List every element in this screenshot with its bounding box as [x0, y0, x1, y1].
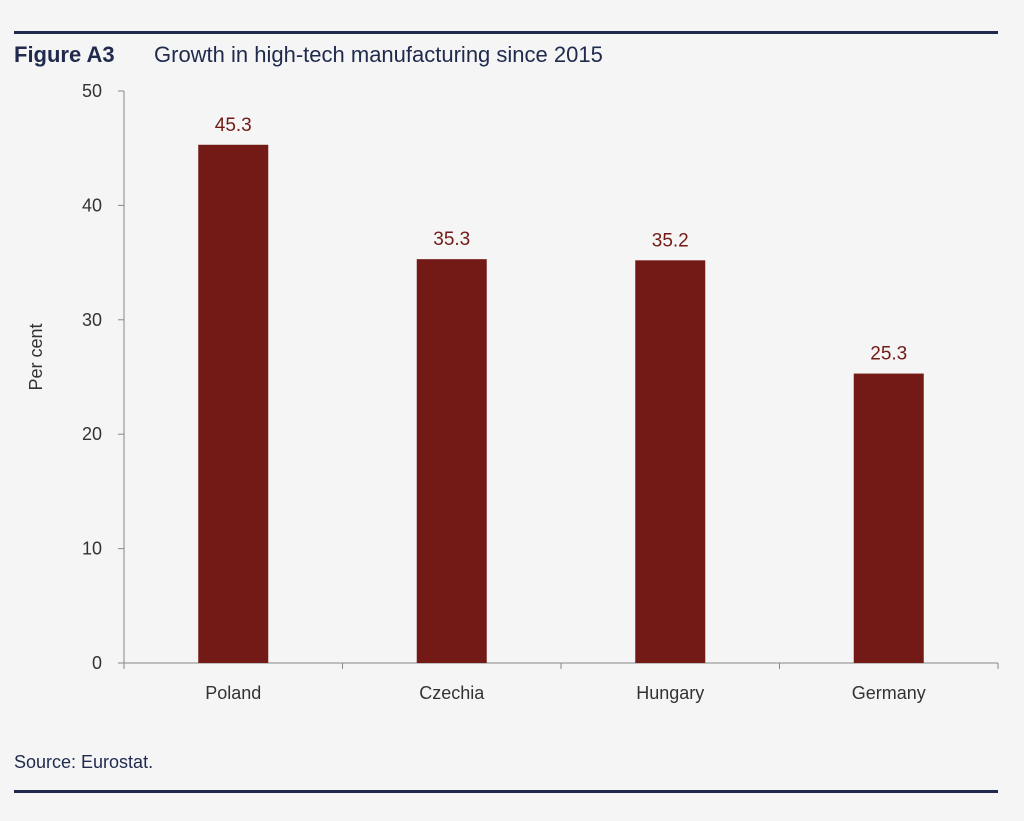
data-labels: 45.3 35.3 35.2 25.3	[215, 115, 907, 365]
figure-header: Figure A3 Growth in high-tech manufacturi…	[14, 42, 603, 68]
y-tick-label: 50	[82, 81, 102, 101]
x-tick-label-poland: Poland	[205, 683, 261, 703]
x-axis: Poland Czechia Hungary Germany	[123, 662, 999, 703]
data-label-hungary: 35.2	[652, 230, 689, 251]
data-label-poland: 45.3	[215, 115, 252, 136]
source-note: Source: Eurostat.	[14, 752, 154, 772]
data-label-germany: 25.3	[870, 344, 907, 365]
y-tick-label: 30	[82, 310, 102, 330]
y-axis-title: Per cent	[26, 323, 46, 390]
bars	[198, 144, 924, 663]
y-tick-label: 10	[82, 539, 102, 559]
x-tick-label-germany: Germany	[852, 683, 926, 703]
x-tick-label-hungary: Hungary	[636, 683, 704, 703]
bar-germany	[853, 373, 924, 663]
y-axis: 0 10 20 30 40 50	[82, 81, 125, 673]
top-rule	[14, 31, 998, 34]
x-tick-label-czechia: Czechia	[419, 683, 485, 703]
y-tick-label: 40	[82, 195, 102, 215]
bottom-rule	[14, 790, 998, 793]
data-label-czechia: 35.3	[433, 229, 470, 250]
y-tick-label: 20	[82, 424, 102, 444]
bar-poland	[198, 144, 269, 663]
figure-label: Figure A3	[14, 42, 115, 67]
bar-czechia	[416, 259, 487, 663]
figure-title: Growth in high-tech manufacturing since …	[154, 42, 603, 67]
bar-hungary	[635, 260, 706, 663]
y-tick-label: 0	[92, 653, 102, 673]
